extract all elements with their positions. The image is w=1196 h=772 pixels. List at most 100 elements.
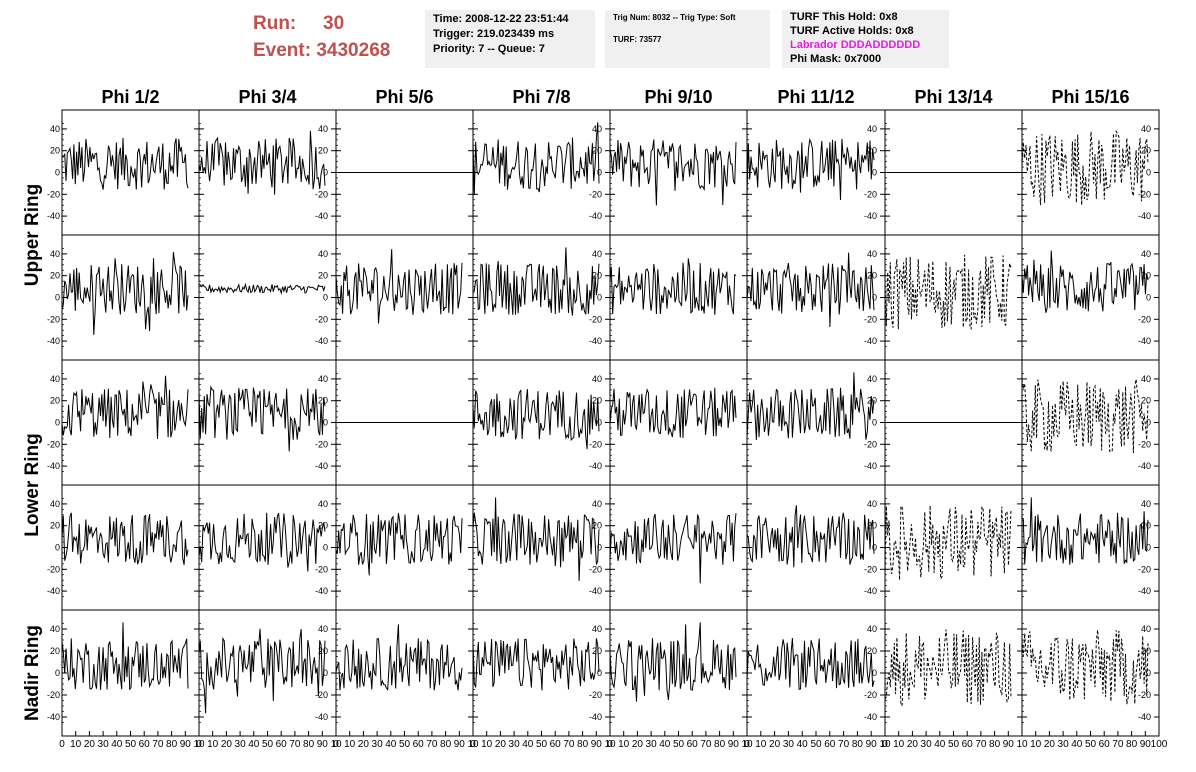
x-tick-label: 0 — [607, 739, 613, 750]
y-tick-label: 0 — [597, 293, 602, 303]
y-tick-label: 40 — [1141, 624, 1151, 634]
y-tick-label: 0 — [597, 668, 602, 678]
y-tick-label: -40 — [47, 712, 60, 722]
y-tick-label: 20 — [1141, 396, 1151, 406]
waveform-trace — [198, 628, 326, 714]
run-row: Run: 30 — [253, 10, 390, 37]
y-tick-label: -20 — [864, 439, 877, 449]
y-tick-label: -40 — [1138, 211, 1151, 221]
y-tick-label: 20 — [318, 646, 328, 656]
x-tick-label: 10 — [1030, 739, 1042, 750]
x-tick-label: 90 — [728, 739, 740, 750]
y-tick-label: 20 — [592, 521, 602, 531]
y-tick-label: 40 — [867, 624, 877, 634]
y-tick-label: 20 — [50, 521, 60, 531]
waveform-trace — [609, 622, 737, 702]
waveform-trace — [609, 513, 737, 584]
y-tick-label: 20 — [592, 146, 602, 156]
waveform-panel — [335, 109, 474, 236]
waveform-panel — [609, 109, 748, 236]
column-title: Phi 15/16 — [1051, 87, 1129, 107]
y-tick-label: 40 — [50, 624, 60, 634]
waveform-trace — [198, 282, 326, 296]
x-tick-label: 30 — [921, 739, 933, 750]
y-tick-label: -20 — [47, 439, 60, 449]
x-tick-label: 40 — [111, 739, 123, 750]
y-tick-label: -40 — [589, 586, 602, 596]
waveform-trace — [335, 512, 463, 576]
waveform-trace — [61, 622, 189, 691]
waveform-trace — [609, 387, 737, 439]
y-tick-label: 0 — [1146, 668, 1151, 678]
x-tick-label: 90 — [317, 739, 329, 750]
x-tick-label: 50 — [673, 739, 685, 750]
waveform-panel — [884, 359, 1023, 486]
y-tick-label: 0 — [872, 418, 877, 428]
panel-frame — [609, 484, 748, 611]
y-tick-label: -20 — [589, 439, 602, 449]
y-tick-label: 40 — [50, 249, 60, 259]
y-tick-label: 40 — [1141, 249, 1151, 259]
x-tick-label: 10 — [193, 739, 205, 750]
x-tick-label: 10 — [893, 739, 905, 750]
y-tick-label: 40 — [1141, 124, 1151, 134]
waveform-trace — [198, 130, 326, 195]
y-tick-label: -40 — [47, 461, 60, 471]
x-tick-label: 10 — [344, 739, 356, 750]
y-tick-label: 0 — [872, 168, 877, 178]
y-tick-label: -20 — [864, 314, 877, 324]
y-tick-label: 20 — [592, 271, 602, 281]
x-tick-label: 20 — [221, 739, 233, 750]
y-tick-label: -40 — [589, 211, 602, 221]
waveform-trace — [335, 249, 463, 324]
x-tick-label: 90 — [591, 739, 603, 750]
waveform-trace — [746, 137, 875, 201]
waveform-panel — [335, 234, 474, 361]
x-tick-label: 70 — [700, 739, 712, 750]
trig-num-text: Trig Num: 8032 -- Trig Type: Soft — [613, 13, 736, 22]
y-tick-label: -40 — [1138, 461, 1151, 471]
y-tick-label: 20 — [50, 646, 60, 656]
time-text: Time: 2008-12-22 23:51:44 — [433, 13, 569, 25]
y-tick-label: -40 — [589, 712, 602, 722]
y-tick-label: -20 — [47, 690, 60, 700]
x-tick-label: 50 — [399, 739, 411, 750]
x-tick-label: 90 — [454, 739, 466, 750]
y-tick-label: -20 — [1138, 439, 1151, 449]
y-tick-label: 20 — [50, 271, 60, 281]
y-tick-label: -20 — [864, 690, 877, 700]
y-tick-label: 20 — [318, 396, 328, 406]
waveform-trace — [884, 254, 1012, 330]
x-tick-label: 50 — [810, 739, 822, 750]
y-tick-label: -40 — [864, 712, 877, 722]
y-tick-label: 0 — [323, 293, 328, 303]
x-tick-label: 80 — [852, 739, 864, 750]
panel-frame — [884, 234, 1023, 361]
x-tick-label: 60 — [139, 739, 151, 750]
y-tick-label: 0 — [1146, 168, 1151, 178]
x-tick-label: 80 — [577, 739, 589, 750]
y-tick-label: 40 — [1141, 374, 1151, 384]
y-tick-label: -40 — [315, 211, 328, 221]
y-tick-label: 0 — [872, 293, 877, 303]
x-tick-label: 0 — [196, 739, 202, 750]
column-title: Phi 7/8 — [512, 87, 570, 107]
y-tick-label: 0 — [872, 543, 877, 553]
x-tick-label: 30 — [235, 739, 247, 750]
y-tick-label: 40 — [318, 624, 328, 634]
waveform-trace — [609, 258, 737, 315]
x-tick-label: 10 — [70, 739, 82, 750]
x-tick-label: 40 — [934, 739, 946, 750]
waveform-panel — [609, 484, 748, 611]
y-tick-label: 20 — [592, 396, 602, 406]
time-info-box: Time: 2008-12-22 23:51:44 Trigger: 219.0… — [425, 10, 595, 68]
x-tick-label: 10 — [330, 739, 342, 750]
run-label: Run: — [253, 13, 297, 34]
waveform-trace — [335, 624, 463, 691]
